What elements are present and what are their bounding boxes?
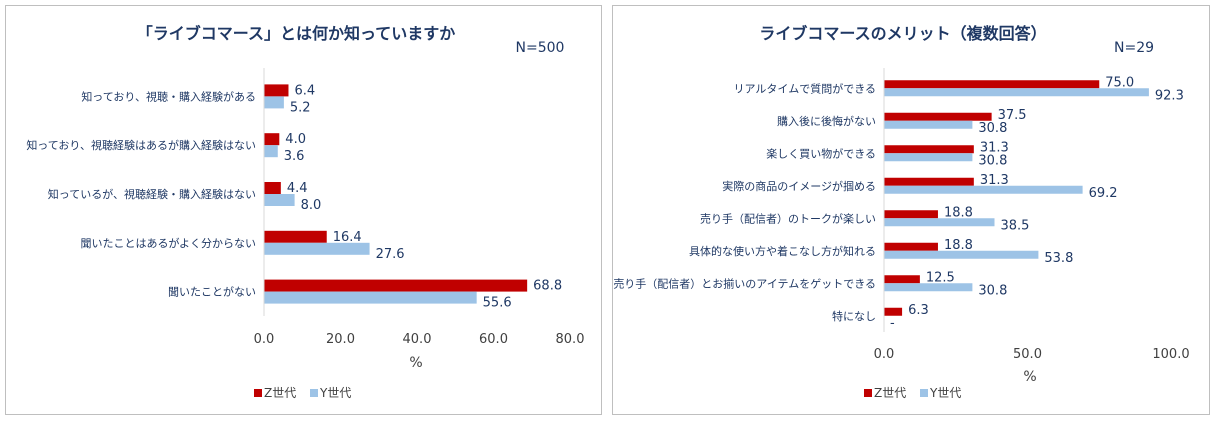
bar-y xyxy=(264,194,295,206)
legend-swatch-y xyxy=(310,389,318,397)
legend: Z世代 Y世代 xyxy=(254,386,351,400)
bar-z xyxy=(884,177,974,186)
bar-z xyxy=(884,145,974,154)
bar-z xyxy=(264,230,327,243)
bar-z xyxy=(884,112,992,121)
x-tick-label: 20.0 xyxy=(326,332,355,347)
data-label-z: 4.4 xyxy=(287,181,308,196)
category-label: 知っており、視聴・購入経験がある xyxy=(81,89,256,103)
sample-size-label: N=500 xyxy=(516,40,565,56)
bar-y xyxy=(884,250,1039,259)
legend-label-z: Z世代 xyxy=(874,386,906,400)
legend-label-y: Y世代 xyxy=(929,386,961,400)
data-label-y: 38.5 xyxy=(1000,218,1029,233)
bar-y xyxy=(264,242,370,255)
data-label-z: 12.5 xyxy=(926,270,955,285)
x-tick-label: 0.0 xyxy=(254,332,275,347)
x-tick-label: 80.0 xyxy=(556,332,585,347)
data-label-z: 6.4 xyxy=(294,83,315,98)
bar-z xyxy=(264,84,289,97)
data-label-z: 16.4 xyxy=(333,230,362,245)
data-label-z: 6.3 xyxy=(908,303,929,318)
data-label-z: 75.0 xyxy=(1105,75,1134,90)
legend: Z世代 Y世代 xyxy=(864,386,961,400)
bar-y xyxy=(884,218,995,227)
x-axis-unit: % xyxy=(409,355,422,371)
awareness-chart-panel: 「ライブコマース」とは何か知っていますか N=500 % Z世代 Y世代 0.0… xyxy=(5,5,602,415)
x-axis-unit: % xyxy=(1023,369,1036,385)
x-tick-label: 50.0 xyxy=(1013,347,1042,362)
x-tick-label: 40.0 xyxy=(403,332,432,347)
category-label: リアルタイムで質問ができる xyxy=(734,81,876,95)
data-label-z: 31.3 xyxy=(980,140,1009,155)
category-label: 楽しく買い物ができる xyxy=(766,146,876,160)
data-label-y: 53.8 xyxy=(1044,251,1073,266)
category-label: 知っており、視聴経験はあるが購入経験はない xyxy=(26,138,256,152)
bar-z xyxy=(884,275,920,284)
bar-y xyxy=(264,96,284,109)
bar-z xyxy=(884,242,938,251)
bar-y xyxy=(884,185,1083,194)
bar-y xyxy=(884,88,1149,97)
data-label-y: 69.2 xyxy=(1089,186,1118,201)
legend-swatch-z xyxy=(864,389,872,397)
bar-y xyxy=(264,291,477,304)
bar-z xyxy=(264,182,281,194)
category-label: 売り手（配信者）のトークが楽しい xyxy=(700,211,876,225)
bar-z xyxy=(884,307,903,316)
category-label: 特になし xyxy=(832,309,876,323)
bar-y xyxy=(264,145,278,158)
category-label: 聞いたことがない xyxy=(168,285,256,299)
data-label-z: 4.0 xyxy=(285,132,306,147)
data-label-z: 68.8 xyxy=(533,279,562,294)
data-label-z: 37.5 xyxy=(998,108,1027,123)
merit-chart-panel: ライブコマースのメリット（複数回答） N=29 % Z世代 Y世代 0.0 50.… xyxy=(612,5,1210,415)
data-label-y: 5.2 xyxy=(290,100,311,115)
x-tick-label: 100.0 xyxy=(1152,347,1189,362)
legend-label-y: Y世代 xyxy=(319,386,351,400)
data-label-z: 18.8 xyxy=(944,238,973,253)
legend-swatch-y xyxy=(920,389,928,397)
data-label-y: 30.8 xyxy=(978,121,1007,136)
bar-y xyxy=(884,153,973,162)
data-label-y: 30.8 xyxy=(978,153,1007,168)
data-label-y: 3.6 xyxy=(284,149,305,164)
legend-label-z: Z世代 xyxy=(264,386,296,400)
bar-y xyxy=(884,120,973,129)
x-tick-label: 0.0 xyxy=(874,347,895,362)
bar-z xyxy=(884,80,1100,89)
data-label-y: - xyxy=(890,316,895,331)
data-label-y: 27.6 xyxy=(376,247,405,262)
data-label-y: 30.8 xyxy=(978,283,1007,298)
data-label-y: 8.0 xyxy=(301,198,322,213)
category-label: 購入後に後悔がない xyxy=(777,114,876,128)
bar-z xyxy=(264,133,280,146)
category-label: 知っているが、視聴経験・購入経験はない xyxy=(48,187,256,201)
awareness-chart: 「ライブコマース」とは何か知っていますか N=500 % Z世代 Y世代 0.0… xyxy=(26,24,585,400)
category-label: 具体的な使い方や着こなし方が知れる xyxy=(689,244,876,258)
merit-chart: ライブコマースのメリット（複数回答） N=29 % Z世代 Y世代 0.0 50.… xyxy=(613,24,1189,400)
chart-title: ライブコマースのメリット（複数回答） xyxy=(759,24,1046,43)
category-label: 聞いたことはあるがよく分からない xyxy=(81,236,256,250)
data-label-z: 31.3 xyxy=(980,173,1009,188)
bar-z xyxy=(884,210,938,219)
category-label: 実際の商品のイメージが掴める xyxy=(722,179,876,193)
data-label-y: 92.3 xyxy=(1155,88,1184,103)
bar-z xyxy=(264,279,528,292)
sample-size-label: N=29 xyxy=(1114,40,1154,56)
bar-y xyxy=(884,283,973,292)
data-label-y: 55.6 xyxy=(483,296,512,311)
chart-title: 「ライブコマース」とは何か知っていますか xyxy=(137,24,455,43)
legend-swatch-z xyxy=(254,389,262,397)
x-tick-label: 60.0 xyxy=(479,332,508,347)
category-label: 売り手（配信者）とお揃いのアイテムをゲットできる xyxy=(613,276,876,290)
data-label-z: 18.8 xyxy=(944,205,973,220)
